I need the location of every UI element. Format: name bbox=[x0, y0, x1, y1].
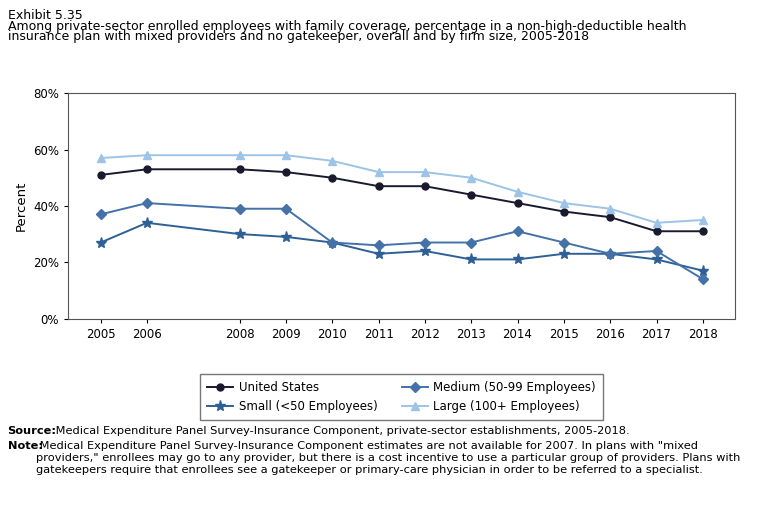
Text: Among private-sector enrolled employees with family coverage, percentage in a no: Among private-sector enrolled employees … bbox=[8, 20, 686, 33]
Text: Exhibit 5.35: Exhibit 5.35 bbox=[8, 9, 83, 22]
Text: Medical Expenditure Panel Survey-Insurance Component estimates are not available: Medical Expenditure Panel Survey-Insuran… bbox=[36, 441, 741, 474]
Text: insurance plan with mixed providers and no gatekeeper, overall and by firm size,: insurance plan with mixed providers and … bbox=[8, 30, 589, 42]
Y-axis label: Percent: Percent bbox=[14, 181, 27, 231]
Text: Source:: Source: bbox=[8, 426, 57, 436]
Text: Medical Expenditure Panel Survey-Insurance Component, private-sector establishme: Medical Expenditure Panel Survey-Insuran… bbox=[52, 426, 629, 436]
Legend: United States, Small (<50 Employees), Medium (50-99 Employees), Large (100+ Empl: United States, Small (<50 Employees), Me… bbox=[200, 374, 603, 420]
Text: Note:: Note: bbox=[8, 441, 42, 451]
